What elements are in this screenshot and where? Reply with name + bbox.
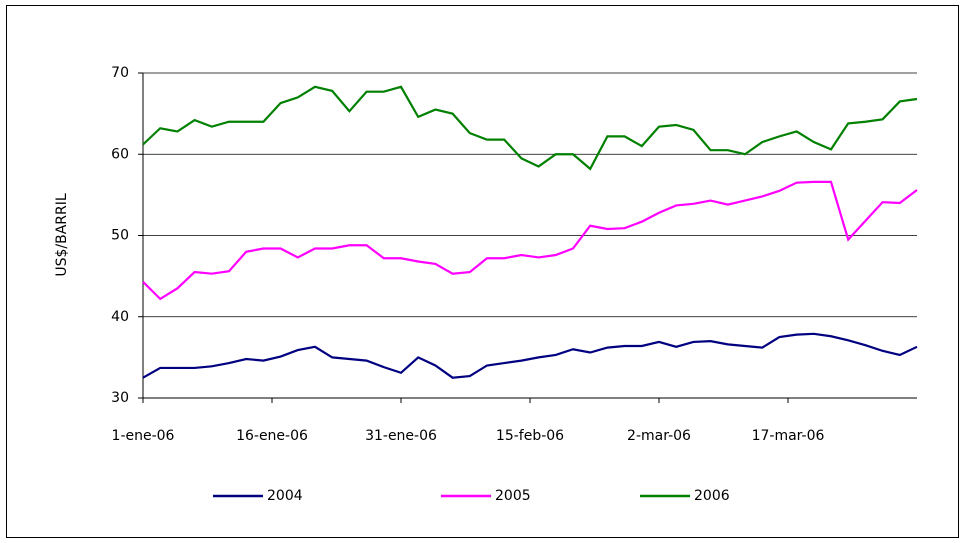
- y-tick-label: 30: [111, 390, 129, 406]
- x-tick-label: 2-mar-06: [627, 428, 691, 444]
- y-axis-label: US$/BARRIL: [54, 193, 70, 277]
- series-line: [142, 180, 918, 301]
- y-tick-label: 40: [111, 309, 129, 325]
- legend-label: 2005: [495, 488, 531, 504]
- x-tick-label: 31-ene-06: [365, 428, 437, 444]
- legend-label: 2004: [267, 488, 303, 504]
- legend-label: 2006: [694, 488, 730, 504]
- series-line: [142, 85, 918, 171]
- y-tick-label: 70: [111, 65, 129, 81]
- x-tick-label: 16-ene-06: [236, 428, 308, 444]
- series-line: [142, 332, 918, 379]
- y-tick-label: 50: [111, 228, 129, 244]
- x-tick-label: 1-ene-06: [112, 428, 175, 444]
- chart-frame: [6, 5, 959, 538]
- x-tick-label: 17-mar-06: [752, 428, 825, 444]
- y-tick-label: 60: [111, 146, 129, 162]
- x-tick-label: 15-feb-06: [496, 428, 564, 444]
